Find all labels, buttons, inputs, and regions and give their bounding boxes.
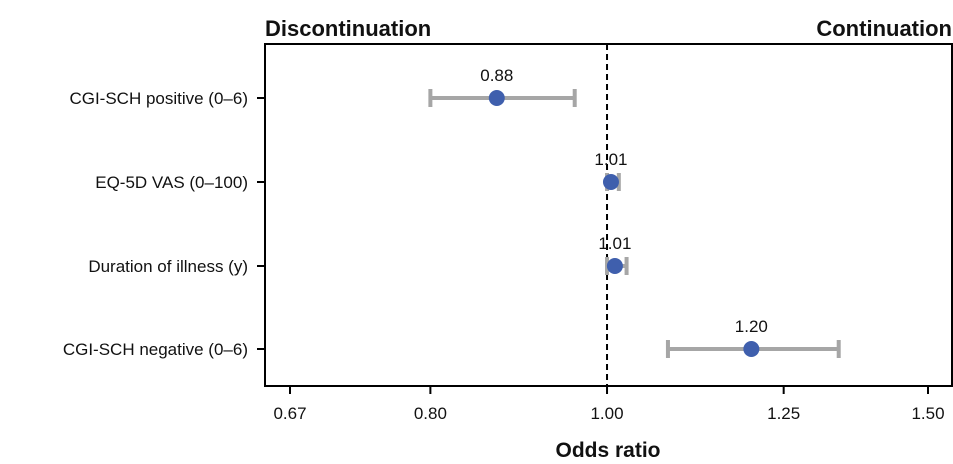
value-label: 1.01 [598, 234, 631, 253]
point-estimate [606, 258, 623, 274]
point-estimate [488, 90, 505, 106]
x-tick-label: 1.50 [911, 404, 944, 423]
value-label: 0.88 [480, 66, 513, 85]
header-continuation: Continuation [816, 16, 952, 41]
point-estimate [743, 341, 760, 357]
x-tick-label: 1.25 [767, 404, 800, 423]
row-label: EQ-5D VAS (0–100) [95, 173, 248, 192]
x-tick-label: 0.80 [414, 404, 447, 423]
x-tick-label: 0.67 [273, 404, 306, 423]
row-label: CGI-SCH positive (0–6) [69, 89, 248, 108]
point-estimate [602, 174, 619, 190]
value-label: 1.01 [594, 150, 627, 169]
x-axis-title: Odds ratio [555, 439, 660, 462]
value-label: 1.20 [735, 317, 768, 336]
row-label: CGI-SCH negative (0–6) [63, 340, 248, 359]
x-tick-label: 1.00 [590, 404, 623, 423]
header-discontinuation: Discontinuation [265, 16, 431, 41]
plot-frame [264, 43, 953, 387]
row-label: Duration of illness (y) [88, 257, 248, 276]
